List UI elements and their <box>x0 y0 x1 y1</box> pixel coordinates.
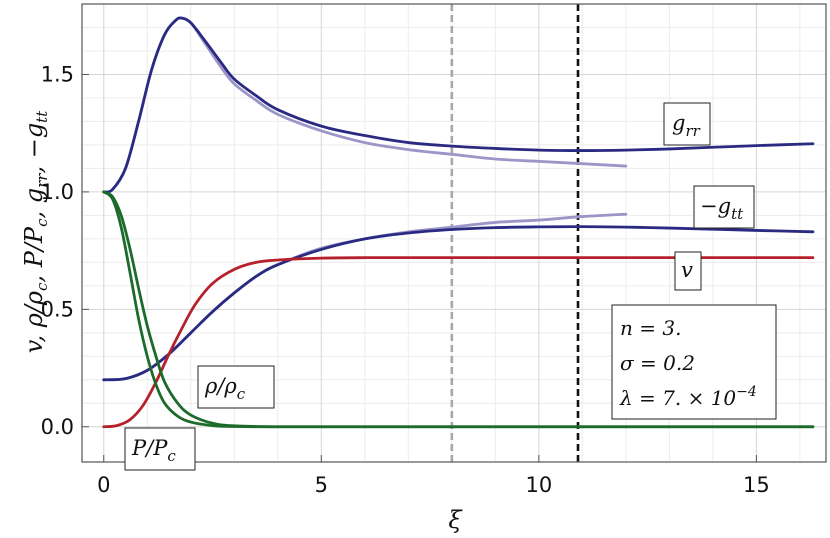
series-line-v <box>102 256 815 429</box>
reference-lines <box>450 4 580 462</box>
param-lambda: λ = 7. × 10−4 <box>619 384 757 410</box>
plot-series <box>102 16 815 429</box>
annotation-pressure: P/Pc <box>124 427 196 471</box>
svg-text:v: v <box>681 258 693 282</box>
param-n: n = 3. <box>620 316 681 340</box>
x-tick-label: 10 <box>525 473 552 497</box>
y-tick-label: 0.0 <box>41 415 74 439</box>
y-tick-label: 1.5 <box>41 62 74 86</box>
y-tick-label: 1.0 <box>41 180 74 204</box>
annotation-minus-gtt: −gtt <box>693 185 755 229</box>
x-tick-label: 15 <box>743 473 770 497</box>
y-tick-label: 0.5 <box>41 297 74 321</box>
svg-text:P/Pc: P/Pc <box>131 436 176 465</box>
svg-text:−gtt: −gtt <box>700 194 744 223</box>
x-tick-label: 0 <box>97 473 110 497</box>
annotation-v: v <box>674 251 702 291</box>
annotation-grr: grr <box>663 102 711 146</box>
annotation-rho: ρ/ρc <box>197 365 275 409</box>
series-line-c <box>102 190 815 429</box>
plot-frame <box>81 3 827 463</box>
x-tick-label: 5 <box>315 473 328 497</box>
axis-ticks: 0 5 10 15 0.0 0.5 1.0 1.5 <box>41 62 770 497</box>
series-line-grr <box>102 16 815 194</box>
y-axis-label: v, ρ/ρc, P/Pc, grr, −gtt <box>20 110 51 353</box>
series-line-gtt <box>102 225 815 382</box>
svg-text:grr: grr <box>672 111 701 140</box>
svg-text:ρ/ρc: ρ/ρc <box>204 374 246 403</box>
parameter-box: n = 3. σ = 0.2 λ = 7. × 10−4 <box>611 304 777 420</box>
param-sigma: σ = 0.2 <box>620 351 695 375</box>
x-axis-label: ξ <box>448 506 463 534</box>
